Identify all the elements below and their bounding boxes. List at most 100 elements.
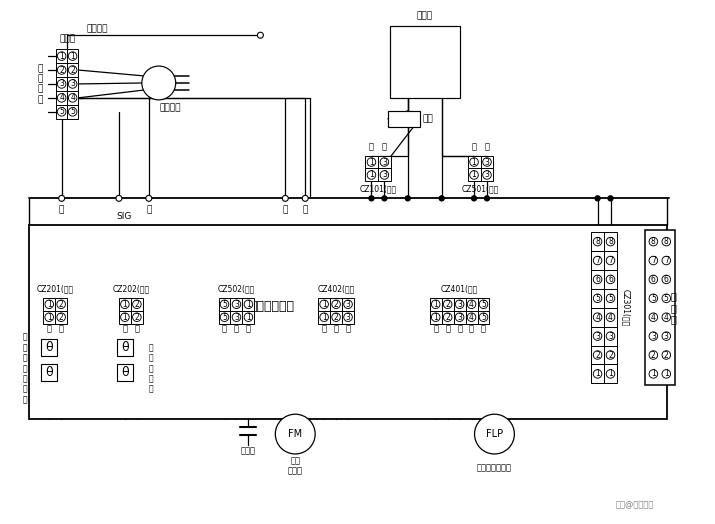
Text: 1: 1: [608, 369, 613, 378]
Text: CZ301(白）: CZ301(白）: [621, 289, 630, 326]
Circle shape: [649, 256, 658, 265]
Text: 5: 5: [481, 313, 486, 322]
Circle shape: [257, 32, 263, 38]
Text: 棕: 棕: [369, 142, 374, 151]
Text: 棕: 棕: [322, 324, 327, 333]
Circle shape: [59, 195, 64, 201]
Text: 1: 1: [46, 313, 51, 322]
Text: 变压器: 变压器: [417, 12, 433, 21]
Bar: [378, 156, 391, 169]
Text: 1: 1: [472, 170, 476, 179]
Bar: [647, 308, 660, 326]
Circle shape: [232, 300, 241, 309]
Bar: [330, 298, 342, 311]
Bar: [660, 326, 673, 345]
Bar: [660, 289, 673, 308]
Text: 白: 白: [302, 206, 308, 215]
Text: 黄: 黄: [345, 324, 350, 333]
Text: 棕: 棕: [382, 142, 387, 151]
Text: 蓝: 蓝: [457, 324, 462, 333]
Text: 1: 1: [369, 170, 374, 179]
Circle shape: [649, 332, 658, 341]
Bar: [468, 169, 480, 181]
Text: 白: 白: [433, 324, 438, 333]
Circle shape: [443, 313, 452, 322]
Circle shape: [45, 300, 54, 309]
Circle shape: [57, 80, 66, 88]
Circle shape: [606, 256, 615, 265]
Bar: [660, 251, 673, 270]
Text: 端子板: 端子板: [59, 35, 75, 43]
Bar: [465, 298, 478, 311]
Circle shape: [121, 300, 129, 309]
Circle shape: [282, 195, 288, 201]
Text: 黑: 黑: [134, 324, 139, 333]
Circle shape: [470, 171, 478, 179]
Circle shape: [662, 332, 671, 341]
Bar: [604, 308, 617, 326]
Bar: [56, 49, 67, 63]
Bar: [56, 77, 67, 91]
Text: 1: 1: [122, 300, 127, 309]
Text: 磁环: 磁环: [423, 114, 433, 123]
Text: CZ502(白）: CZ502(白）: [218, 285, 255, 293]
Bar: [480, 169, 493, 181]
Circle shape: [443, 300, 452, 309]
Text: 4: 4: [651, 313, 656, 322]
Circle shape: [45, 313, 54, 322]
Bar: [660, 270, 673, 289]
Bar: [647, 251, 660, 270]
Circle shape: [344, 313, 352, 322]
Circle shape: [244, 313, 252, 322]
Text: θ: θ: [121, 366, 129, 379]
Bar: [478, 298, 490, 311]
Circle shape: [479, 300, 488, 309]
Bar: [131, 298, 143, 311]
Circle shape: [479, 313, 488, 322]
Bar: [342, 298, 354, 311]
Circle shape: [121, 313, 129, 322]
Text: 1: 1: [70, 51, 75, 61]
Text: 3: 3: [664, 332, 669, 341]
Bar: [41, 365, 57, 381]
Circle shape: [593, 332, 602, 341]
Bar: [230, 311, 242, 324]
Bar: [591, 232, 604, 251]
Text: 蓝: 蓝: [445, 324, 450, 333]
Circle shape: [320, 313, 328, 322]
Text: 5: 5: [59, 107, 64, 116]
Circle shape: [69, 80, 77, 88]
Circle shape: [606, 237, 615, 246]
Circle shape: [662, 313, 671, 322]
Bar: [591, 270, 604, 289]
Bar: [647, 270, 660, 289]
Circle shape: [649, 237, 658, 246]
Text: 5: 5: [608, 294, 613, 303]
Text: 室内机控制器: 室内机控制器: [249, 300, 294, 313]
Bar: [591, 365, 604, 384]
Text: 蓝: 蓝: [481, 324, 486, 333]
Text: 1: 1: [322, 313, 327, 322]
Bar: [604, 345, 617, 365]
Text: 7: 7: [651, 256, 656, 265]
Circle shape: [380, 158, 389, 166]
Text: 4: 4: [469, 300, 474, 309]
Text: 到
室
外
机: 到 室 外 机: [38, 64, 43, 104]
Circle shape: [662, 351, 671, 359]
Circle shape: [483, 158, 491, 166]
Circle shape: [142, 66, 176, 100]
Text: 3: 3: [485, 170, 490, 179]
Text: FLP: FLP: [486, 429, 503, 439]
Circle shape: [649, 369, 658, 378]
Bar: [56, 63, 67, 77]
Text: 黑: 黑: [234, 324, 239, 333]
Bar: [318, 298, 330, 311]
Text: 显
示
板: 显 示 板: [671, 291, 676, 324]
Text: 6: 6: [595, 275, 600, 284]
Bar: [591, 308, 604, 326]
Text: 1: 1: [246, 300, 251, 309]
Circle shape: [382, 196, 387, 201]
Text: 红: 红: [146, 206, 152, 215]
Bar: [390, 26, 460, 98]
Bar: [591, 251, 604, 270]
